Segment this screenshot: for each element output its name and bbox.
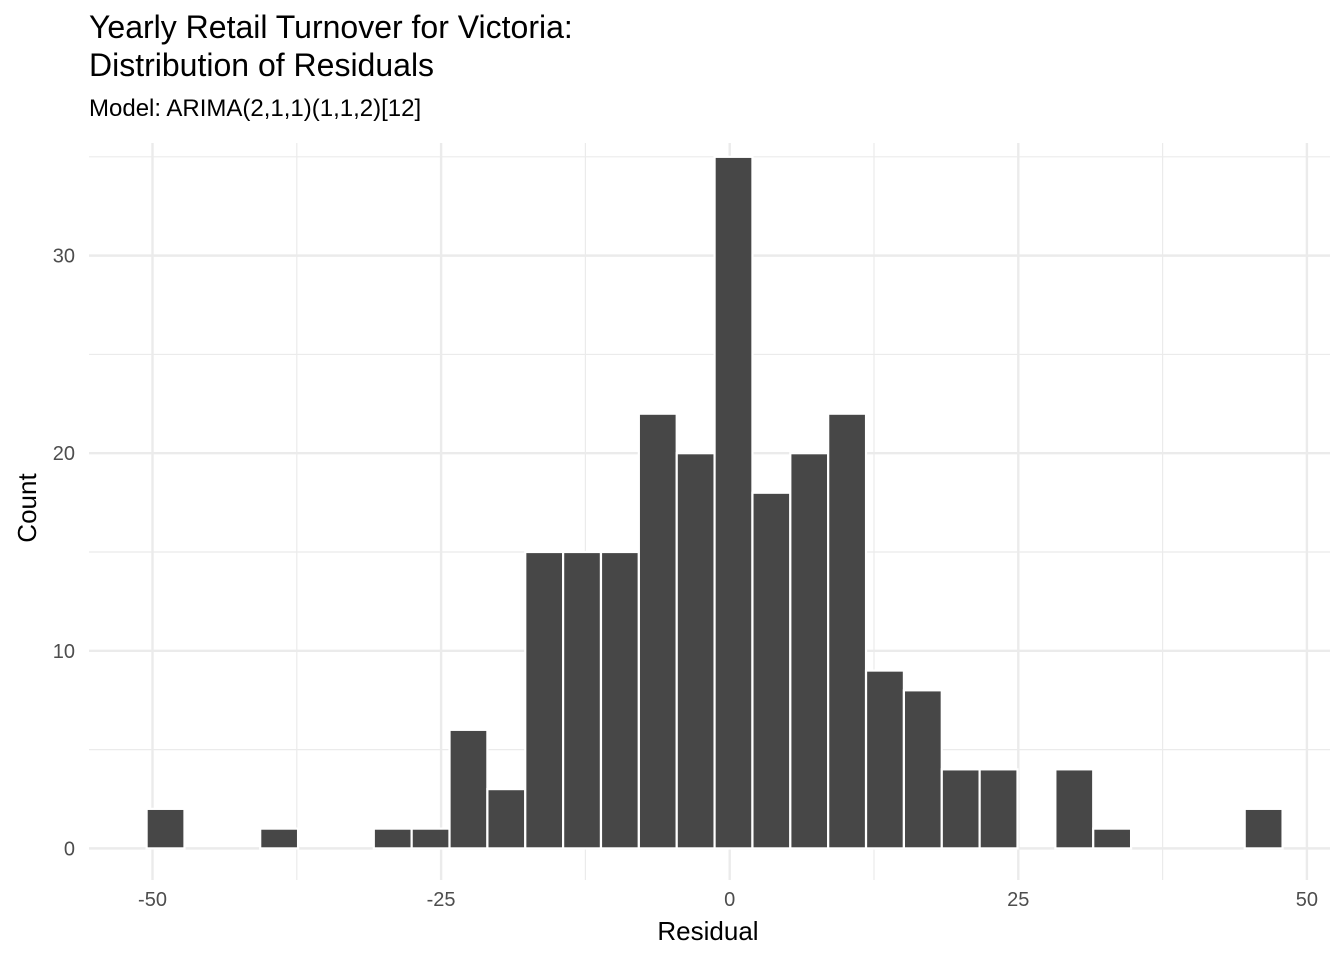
y-tick-label-0: 0 [64,838,75,860]
x-tick-label-2: 0 [724,889,735,911]
histogram-bar-25 [1092,827,1133,850]
histogram-bar-20 [902,689,943,850]
x-axis-tick-labels: -50 -25 0 25 50 [138,889,1318,911]
x-tick-label-0: -50 [138,889,167,911]
histogram-bar-24 [1054,768,1095,850]
x-tick-label-4: 50 [1296,889,1318,911]
histogram-bar-22 [978,768,1019,850]
histogram-bar-18 [827,412,868,850]
y-tick-label-3: 30 [53,246,75,268]
histogram-bar-7 [410,827,451,850]
histogram-bar-8 [448,728,489,850]
histogram-bar-17 [789,452,830,850]
x-tick-label-3: 25 [1007,889,1029,911]
histogram-bar-29 [1243,807,1284,850]
histogram-bar-6 [372,827,413,850]
histogram-bars [145,155,1284,850]
histogram-bar-14 [675,452,716,850]
histogram-bar-12 [599,550,640,850]
histogram-bar-3 [259,827,300,850]
y-tick-label-2: 20 [53,443,75,465]
histogram-bar-13 [637,412,678,850]
histogram-bar-10 [524,550,565,850]
x-tick-label-1: -25 [427,889,456,911]
y-axis-title: Count [12,473,42,543]
chart-title-line-1: Yearly Retail Turnover for Victoria: [89,9,573,45]
histogram-bar-15 [713,155,754,850]
chart-subtitle: Model: ARIMA(2,1,1)(1,1,2)[12] [89,95,422,122]
x-axis-title: Residual [657,916,758,946]
y-tick-label-1: 10 [53,641,75,663]
histogram-bar-21 [940,768,981,850]
histogram-bar-9 [486,788,527,850]
histogram-bar-19 [864,669,906,850]
y-axis-tick-labels: 0 10 20 30 [53,246,75,861]
histogram-bar-16 [751,491,792,850]
histogram-bar-0 [145,807,186,850]
histogram-bar-11 [562,550,603,850]
chart-title-line-2: Distribution of Residuals [89,47,435,83]
